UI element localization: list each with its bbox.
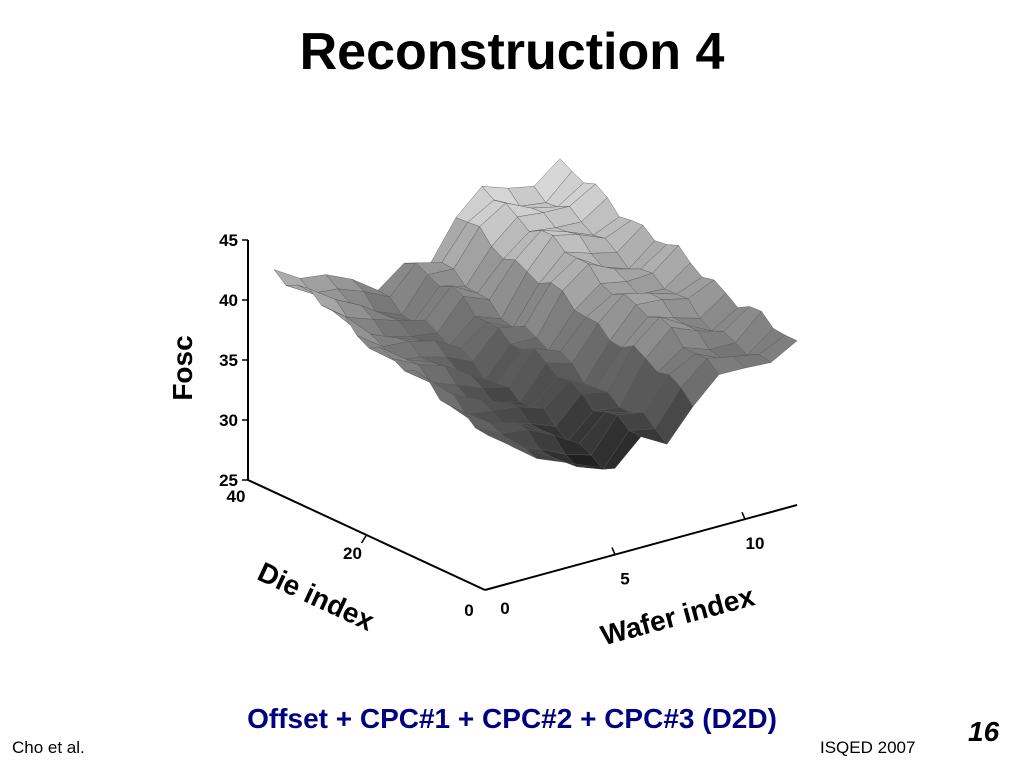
footer-author: Cho et al. xyxy=(12,738,85,757)
wafer-tick-mark xyxy=(741,511,746,520)
z-tick-label: 35 xyxy=(219,351,238,370)
wafer-tick-mark xyxy=(611,547,616,555)
page-number: 16 xyxy=(968,716,1000,747)
z-tick-label: 45 xyxy=(219,231,238,250)
surface-mesh xyxy=(273,158,798,470)
wafer-axis-label: Wafer index xyxy=(597,580,758,651)
slide-caption: Offset + CPC#1 + CPC#2 + CPC#3 (D2D) xyxy=(247,703,777,734)
die-tick-label: 40 xyxy=(227,487,246,506)
z-tick-label: 25 xyxy=(219,471,238,490)
z-tick-label: 30 xyxy=(219,411,238,430)
z-axis-label: Fosc xyxy=(167,335,198,400)
die-tick-label: 20 xyxy=(343,544,362,563)
surface-patch xyxy=(758,334,798,363)
chart-ticks: 25 30 35 40 45 0 20 40 0 5 10 xyxy=(219,231,764,620)
die-tick-label: 0 xyxy=(464,601,473,620)
z-tick-label: 40 xyxy=(219,291,238,310)
footer-conference: ISQED 2007 xyxy=(820,738,916,757)
die-axis-label: Die index xyxy=(253,556,379,637)
slide-title: Reconstruction 4 xyxy=(299,23,725,81)
wafer-tick-label: 0 xyxy=(500,599,509,618)
wafer-tick-label: 5 xyxy=(620,570,629,589)
die-tick-mark xyxy=(360,534,368,544)
wafer-tick-label: 10 xyxy=(746,534,765,553)
